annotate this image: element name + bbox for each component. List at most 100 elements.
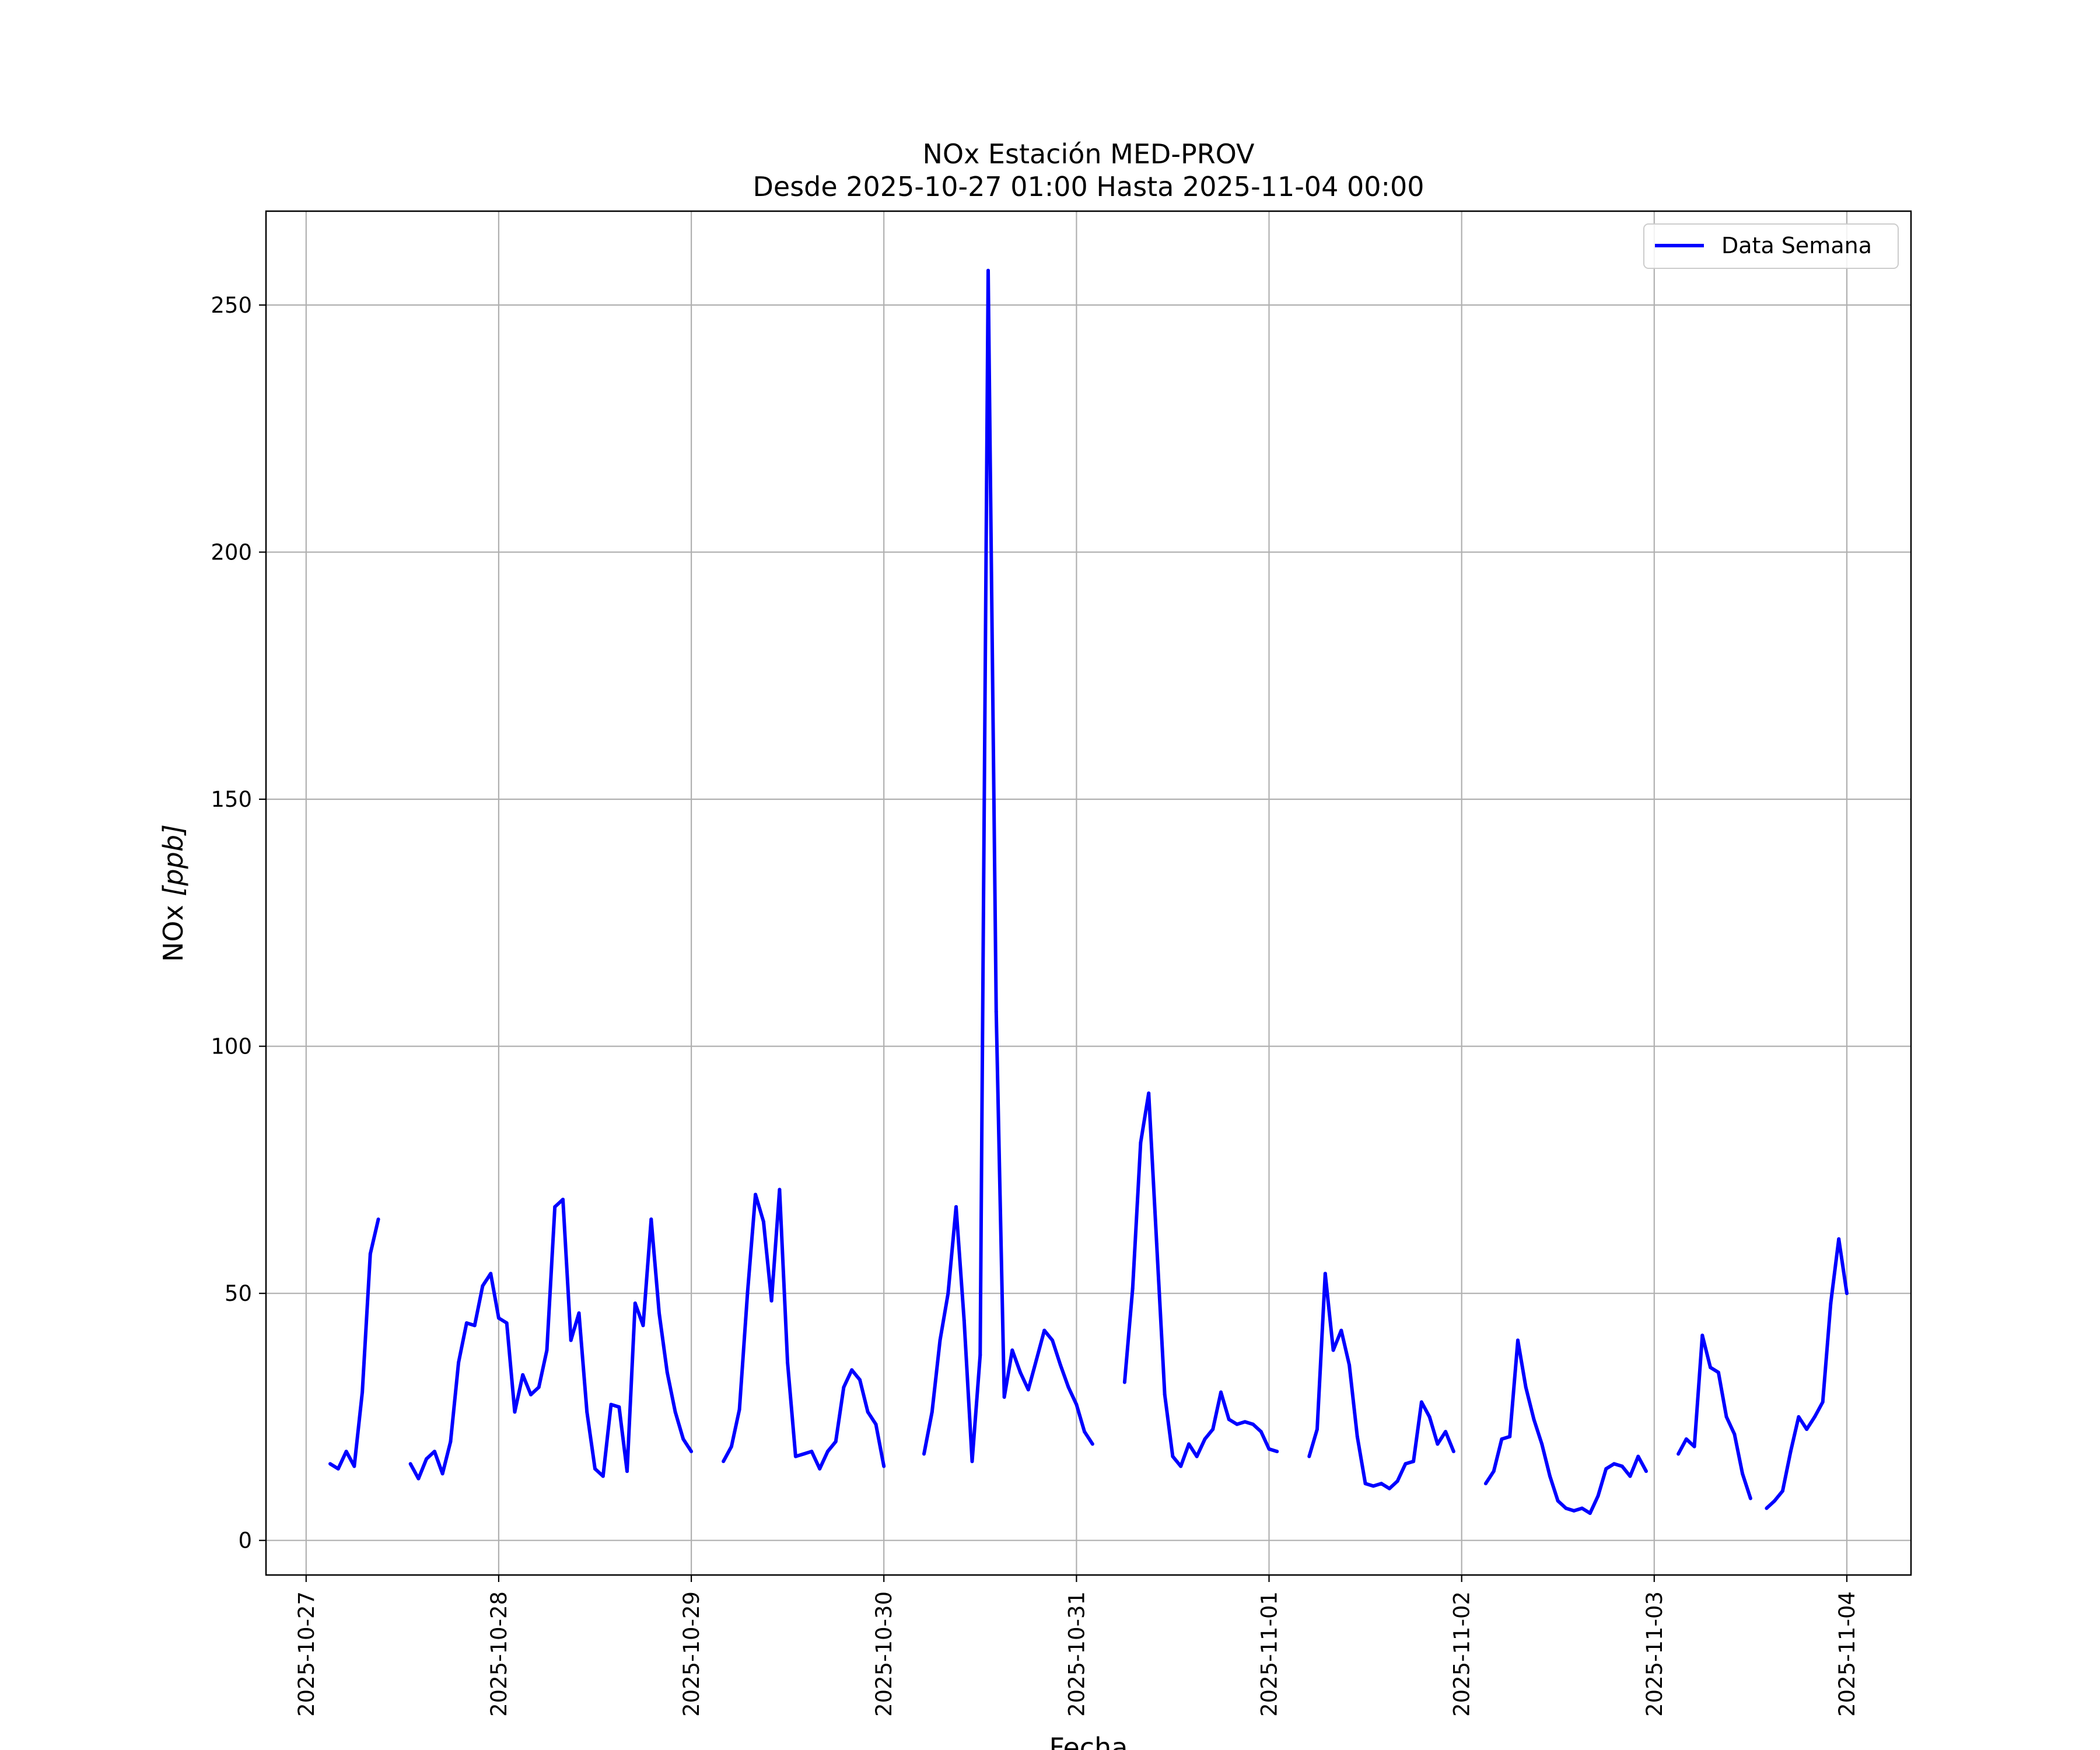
data-point — [464, 1321, 468, 1325]
data-point — [1010, 1348, 1014, 1352]
x-tick-label: 2025-10-30 — [872, 1591, 897, 1717]
data-point — [1748, 1496, 1752, 1500]
data-point — [537, 1385, 541, 1390]
data-point — [1516, 1338, 1520, 1342]
data-point — [569, 1338, 573, 1342]
y-axis-label-main: NOx — [158, 897, 189, 962]
data-point — [954, 1205, 958, 1209]
data-point — [1436, 1442, 1440, 1446]
x-tick-label: 2025-10-31 — [1064, 1591, 1089, 1717]
data-point — [1211, 1427, 1215, 1432]
data-point — [761, 1220, 765, 1224]
data-point — [793, 1454, 797, 1458]
x-tick-label: 2025-10-27 — [294, 1591, 319, 1717]
data-point — [1596, 1494, 1600, 1498]
data-point — [1227, 1418, 1231, 1422]
data-point — [986, 268, 990, 272]
data-point — [336, 1466, 340, 1471]
x-tick-label: 2025-10-29 — [679, 1591, 704, 1717]
data-point — [1716, 1370, 1720, 1374]
axis-ticks: 2025-10-27 2025-10-28 2025-10-29 2025-10-30… — [211, 293, 1860, 1717]
data-point — [360, 1390, 365, 1394]
data-point — [368, 1252, 372, 1256]
data-point — [1315, 1427, 1319, 1432]
data-point — [962, 1318, 966, 1322]
data-point — [1275, 1450, 1279, 1454]
data-point — [481, 1284, 485, 1288]
data-point — [1805, 1427, 1809, 1432]
data-point — [946, 1292, 950, 1296]
data-point — [1773, 1499, 1777, 1503]
data-point — [1331, 1348, 1335, 1352]
data-point — [1492, 1469, 1496, 1474]
data-point — [473, 1324, 477, 1328]
data-point — [352, 1464, 356, 1468]
x-axis-label: Fecha — [1049, 1732, 1128, 1750]
data-point — [1363, 1482, 1367, 1486]
data-point — [786, 1360, 790, 1364]
data-point — [737, 1408, 741, 1412]
data-point — [665, 1370, 669, 1374]
data-point — [1540, 1442, 1544, 1446]
y-tick-label: 200 — [211, 540, 252, 565]
data-point — [1355, 1434, 1359, 1438]
data-point — [1724, 1415, 1728, 1419]
data-point — [1019, 1370, 1023, 1374]
data-point — [1387, 1486, 1391, 1490]
data-point — [1267, 1447, 1271, 1451]
data-point — [1187, 1442, 1191, 1446]
data-point — [1483, 1482, 1488, 1486]
data-point — [1692, 1444, 1696, 1448]
data-point — [1500, 1437, 1504, 1441]
data-point — [1251, 1422, 1255, 1426]
y-tick-label: 100 — [211, 1034, 252, 1059]
data-point — [1002, 1395, 1006, 1399]
data-point — [1556, 1499, 1560, 1503]
data-point — [1130, 1286, 1135, 1290]
data-point — [1845, 1292, 1849, 1296]
data-point — [1564, 1506, 1568, 1510]
data-point — [1195, 1454, 1199, 1458]
y-tick-label: 0 — [238, 1528, 252, 1553]
data-point — [938, 1338, 942, 1342]
data-point — [994, 1010, 998, 1014]
data-point — [1676, 1452, 1681, 1456]
data-point — [617, 1405, 621, 1409]
data-point — [529, 1392, 533, 1396]
data-point — [545, 1348, 549, 1352]
data-point — [601, 1474, 605, 1478]
data-point — [930, 1410, 934, 1414]
data-point — [1812, 1415, 1817, 1419]
x-tick-label: 2025-11-01 — [1257, 1591, 1282, 1717]
data-point — [802, 1452, 806, 1456]
data-point — [1034, 1358, 1038, 1362]
data-point — [1620, 1464, 1624, 1468]
data-point — [489, 1272, 493, 1276]
series-data-semana-segment-2 — [408, 1198, 693, 1480]
data-series-lines — [328, 268, 1849, 1516]
data-point — [1179, 1464, 1183, 1468]
data-point — [1307, 1454, 1311, 1458]
grid-lines — [266, 211, 1911, 1575]
data-point — [1412, 1460, 1416, 1464]
y-tick-label: 250 — [211, 293, 252, 318]
data-point — [1042, 1328, 1046, 1332]
data-point — [328, 1462, 332, 1466]
data-point — [858, 1378, 862, 1382]
data-point — [1829, 1301, 1833, 1306]
x-tick-label: 2025-11-02 — [1450, 1591, 1475, 1717]
data-point — [978, 1353, 982, 1357]
data-point — [416, 1476, 421, 1480]
data-point — [882, 1464, 886, 1468]
data-point — [641, 1324, 645, 1328]
data-point — [1083, 1430, 1087, 1434]
data-point — [1154, 1242, 1158, 1246]
data-point — [1821, 1400, 1825, 1404]
data-point — [1741, 1472, 1745, 1476]
legend: Data Semana — [1643, 223, 1899, 269]
series-data-semana-segment-4 — [922, 268, 1094, 1464]
data-point — [769, 1298, 774, 1303]
data-point — [1580, 1506, 1584, 1510]
data-point — [681, 1437, 685, 1441]
